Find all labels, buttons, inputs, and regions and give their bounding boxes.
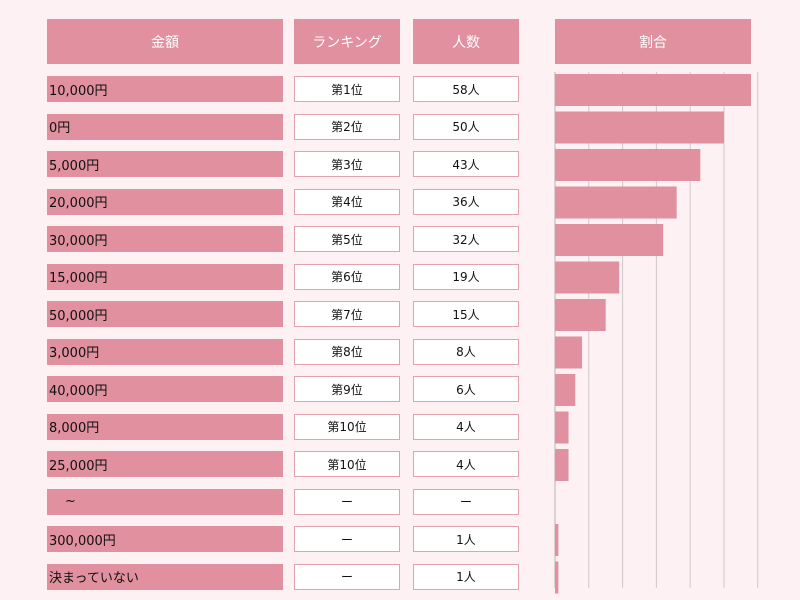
count-cell: ー: [413, 488, 519, 515]
count-cell: 8人: [413, 338, 519, 365]
amount-cell: 25,000円: [47, 451, 283, 477]
amount-cell: 決まっていない: [47, 563, 283, 590]
rank-cell: 第8位: [294, 338, 400, 365]
bar: [555, 299, 606, 331]
rank-cell: 第1位: [294, 76, 400, 102]
amount-cell: 15,000円: [47, 263, 283, 290]
count-cell: 43人: [413, 151, 519, 177]
rank-cell: 第10位: [294, 413, 400, 440]
header-ratio: 割合: [555, 19, 751, 64]
count-cell: 15人: [413, 301, 519, 327]
amount-cell: 3,000円: [47, 338, 283, 365]
rank-cell: 第3位: [294, 151, 400, 177]
rank-cell: 第9位: [294, 376, 400, 402]
count-cell: 6人: [413, 376, 519, 402]
bar: [555, 74, 751, 106]
amount-cell: 0円: [47, 113, 283, 140]
bar: [555, 336, 583, 369]
count-cell: 32人: [413, 226, 519, 252]
bar: [555, 261, 620, 294]
bar: [555, 411, 569, 444]
bar: [555, 524, 559, 556]
rank-cell: 第10位: [294, 451, 400, 477]
bar: [555, 561, 559, 594]
amount-cell: ~: [47, 488, 283, 515]
rank-cell: 第6位: [294, 263, 400, 290]
bar: [555, 449, 569, 481]
count-cell: 58人: [413, 76, 519, 102]
amount-cell: 30,000円: [47, 226, 283, 252]
count-cell: 36人: [413, 188, 519, 215]
rank-cell: 第2位: [294, 113, 400, 140]
rank-cell: 第4位: [294, 188, 400, 215]
count-cell: 1人: [413, 563, 519, 590]
rank-cell: ー: [294, 563, 400, 590]
bar: [555, 186, 677, 219]
count-cell: 50人: [413, 113, 519, 140]
count-cell: 4人: [413, 451, 519, 477]
count-cell: 1人: [413, 526, 519, 552]
amount-cell: 20,000円: [47, 188, 283, 215]
bar: [555, 224, 664, 256]
header-rank: ランキング: [294, 19, 400, 64]
amount-cell: 10,000円: [47, 76, 283, 102]
amount-cell: 5,000円: [47, 151, 283, 177]
amount-cell: 8,000円: [47, 413, 283, 440]
rank-cell: ー: [294, 488, 400, 515]
bar: [555, 111, 724, 144]
amount-cell: 300,000円: [47, 526, 283, 552]
count-cell: 19人: [413, 263, 519, 290]
count-cell: 4人: [413, 413, 519, 440]
bar: [555, 374, 576, 406]
header-count: 人数: [413, 19, 519, 64]
rank-cell: 第5位: [294, 226, 400, 252]
rank-cell: ー: [294, 526, 400, 552]
rank-cell: 第7位: [294, 301, 400, 327]
bar: [555, 149, 701, 181]
amount-cell: 50,000円: [47, 301, 283, 327]
header-amount: 金額: [47, 19, 283, 64]
amount-cell: 40,000円: [47, 376, 283, 402]
